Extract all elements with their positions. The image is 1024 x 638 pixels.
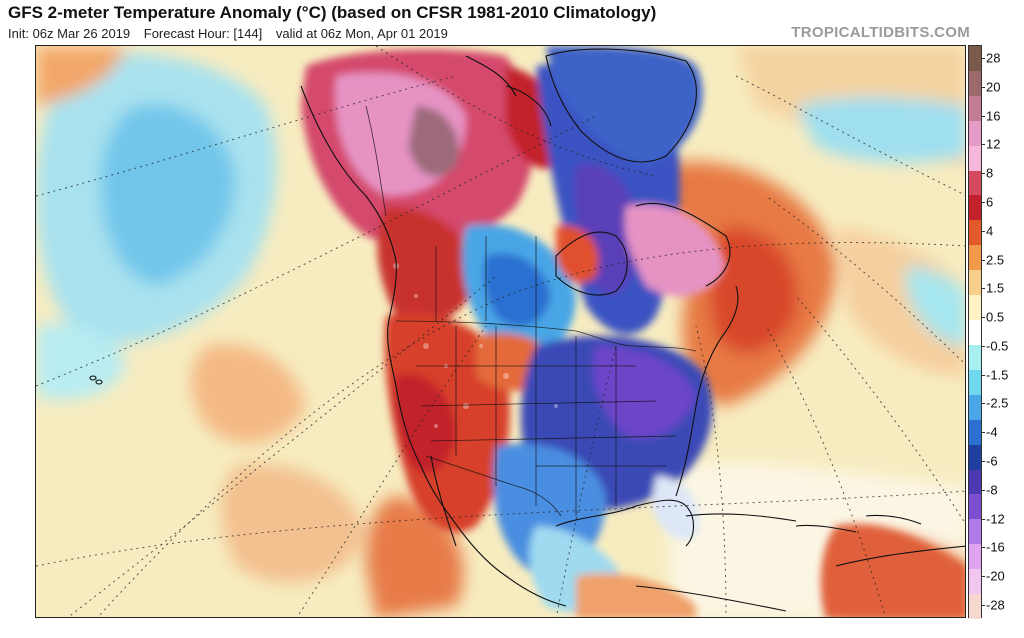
land-anomaly-field [301, 46, 965, 617]
colorbar-label: 12 [986, 136, 1001, 152]
colorbar-label: -12 [986, 511, 1005, 527]
colorbar-tick [981, 115, 985, 117]
colorbar-tick [981, 259, 985, 261]
colorbar-swatch [969, 145, 981, 172]
colorbar-swatch [969, 569, 981, 595]
valid-time: valid at 06z Mon, Apr 01 2019 [275, 26, 448, 41]
coastlines [89, 48, 965, 612]
colorbar-swatch [969, 444, 981, 470]
colorbar-tick [981, 547, 985, 549]
colorbar-label: -6 [986, 453, 998, 469]
colorbar-swatch [969, 120, 981, 147]
colorbar-swatches [968, 45, 982, 620]
texture-overlay [393, 263, 558, 428]
colorbar-label: 16 [986, 108, 1001, 124]
colorbar-label: 6 [986, 194, 994, 210]
colorbar-swatch [969, 295, 981, 321]
colorbar-swatch [969, 270, 981, 296]
colorbar-label: -4 [986, 424, 998, 440]
colorbar-swatch [969, 544, 981, 570]
colorbar-swatch [969, 594, 981, 620]
colorbar-swatch [969, 220, 981, 246]
colorbar-label: 28 [986, 50, 1001, 66]
colorbar-tick [981, 518, 985, 520]
colorbar-swatch [969, 320, 981, 346]
colorbar-label: -28 [986, 597, 1005, 613]
colorbar-swatch [969, 494, 981, 520]
colorbar-tick [981, 461, 985, 463]
colorbar-tick [981, 201, 985, 203]
colorbar-tick [981, 86, 985, 88]
colorbar-tick [981, 605, 985, 606]
colorbar-tick [981, 374, 985, 376]
anomaly-map [35, 45, 966, 618]
colorbar-label: -2.5 [986, 395, 1009, 411]
init-time: Init: 06z Mar 26 2019 [8, 26, 131, 41]
forecast-hour: Forecast Hour: [144] [143, 26, 263, 41]
colorbar-swatch [969, 369, 981, 396]
colorbar-tick [981, 345, 985, 347]
colorbar-tick [981, 173, 985, 175]
graticule [36, 46, 965, 617]
colorbar-swatch [969, 245, 981, 271]
colorbar-swatch [969, 519, 981, 545]
colorbar-tick [981, 144, 985, 146]
colorbar-label: 20 [986, 79, 1001, 95]
colorbar-label: 2.5 [986, 252, 1005, 268]
colorbar-label: -20 [986, 568, 1005, 584]
colorbar-swatch [969, 469, 981, 495]
colorbar-label: -1.5 [986, 367, 1009, 383]
colorbar-label: 4 [986, 223, 994, 239]
colorbar-tick [981, 288, 985, 290]
map-canvas [36, 46, 965, 617]
colorbar-tick [981, 489, 985, 491]
colorbar-legend: 28 20 16 12 8 6 4 2.5 1.5 0.5 -0.5 -1.5 -2.5 -4 -6 -8 -1… [968, 45, 1024, 620]
colorbar-label: 1.5 [986, 280, 1005, 296]
map-subtitle: Init: 06z Mar 26 2019 Forecast Hour: [14… [8, 26, 458, 41]
colorbar-tick [981, 230, 985, 232]
colorbar-tick [981, 432, 985, 434]
brand-watermark: TROPICALTIDBITS.COM [791, 24, 970, 41]
colorbar-swatch [969, 419, 981, 446]
colorbar-swatch [969, 95, 981, 122]
colorbar-swatch [969, 394, 981, 421]
colorbar-label: -8 [986, 482, 998, 498]
colorbar-swatch [969, 195, 981, 221]
colorbar-swatch [969, 46, 981, 72]
colorbar-tick [981, 403, 985, 405]
colorbar-swatch [969, 344, 981, 371]
colorbar-label: -16 [986, 539, 1005, 555]
colorbar-swatch [969, 70, 981, 97]
political-borders [365, 105, 697, 517]
colorbar-label: 0.5 [986, 309, 1005, 325]
map-title: GFS 2-meter Temperature Anomaly (°C) (ba… [8, 3, 657, 22]
colorbar-tick [981, 576, 985, 578]
colorbar-tick [981, 58, 985, 59]
colorbar-label: 8 [986, 165, 994, 181]
colorbar-label: -0.5 [986, 338, 1009, 354]
colorbar-tick [981, 317, 985, 319]
colorbar-swatch [969, 170, 981, 196]
